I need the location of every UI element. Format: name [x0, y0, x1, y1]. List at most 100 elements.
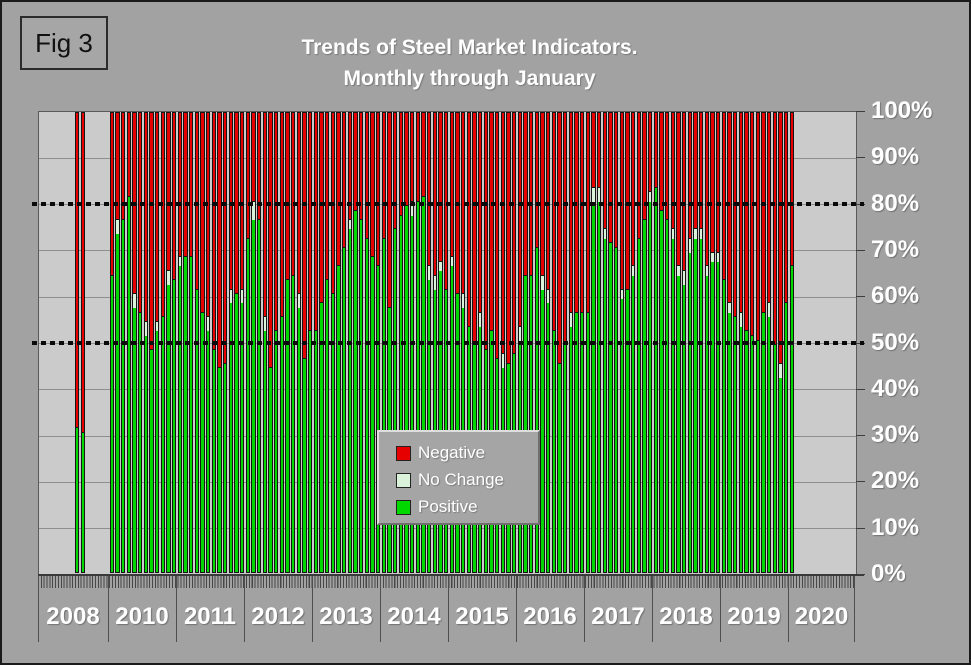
legend-swatch-no-change-icon [396, 472, 411, 488]
y-label-30: 30% [871, 421, 920, 449]
bar-segment-positive [450, 265, 454, 572]
bar-segment-no-change [207, 316, 210, 332]
bar-segment-positive [348, 228, 352, 572]
y-label-90: 90% [871, 143, 920, 171]
bar-segment-no-change [348, 219, 352, 230]
bar-segment-positive [75, 427, 79, 572]
bar-segment-no-change [683, 270, 686, 285]
bar-segment-positive [286, 279, 289, 572]
bar-segment-positive [314, 330, 318, 572]
bar-segment-no-change [620, 288, 624, 299]
bar-segment-no-change [178, 256, 182, 267]
bar-segment-positive [371, 256, 374, 572]
bar-segment-no-change [569, 311, 573, 327]
chart-title: Trends of Steel Market Indicators. Month… [2, 32, 937, 94]
legend-swatch-positive-icon [396, 499, 411, 515]
y-label-0: 0% [871, 560, 906, 587]
bar-segment-positive [717, 260, 720, 572]
y-label-100: 100% [871, 97, 933, 124]
bar-segment-positive [558, 362, 561, 572]
bar-segment-no-change [252, 200, 255, 221]
bar-segment-no-change [133, 293, 136, 309]
bar-segment-positive [337, 265, 340, 572]
bar-segment-positive [405, 205, 408, 572]
bar-segment-positive [156, 330, 159, 572]
bar-segment-positive [116, 233, 119, 572]
bar-segment-positive [139, 311, 142, 572]
bar-segment-positive [728, 311, 731, 572]
bar-segment-positive [688, 251, 692, 572]
y-tick-40 [856, 388, 865, 390]
bar-segment-no-change [739, 311, 743, 327]
bar-segment-positive [184, 256, 187, 572]
bar-segment-no-change [411, 200, 414, 216]
year-separator-4 [312, 576, 313, 642]
bar-segment-positive [694, 237, 697, 572]
bar-segment-positive [762, 311, 765, 572]
legend-label: Positive [418, 497, 478, 516]
bar-segment-positive [620, 297, 624, 572]
bar-segment-no-change [541, 274, 544, 290]
bar-segment-no-change [297, 293, 301, 309]
y-label-10: 10% [871, 513, 920, 541]
bar-segment-positive [779, 376, 782, 572]
figure-label-text: Fig 3 [35, 27, 93, 58]
bar-segment-positive [224, 362, 227, 572]
legend-label: Negative [418, 443, 486, 462]
y-tick-100 [856, 111, 865, 112]
bar-segment-positive [609, 242, 612, 572]
chart-title-line2: Monthly through January [343, 67, 596, 90]
year-separator-1 [108, 576, 109, 642]
y-tick-90 [856, 157, 865, 159]
bar-segment-positive [637, 237, 641, 572]
bar-segment-no-change [433, 274, 437, 290]
bar-segment-positive [309, 330, 312, 572]
bar-segment-positive [541, 288, 544, 572]
legend-item-no-change: No Change [396, 467, 538, 493]
bar-segment-no-change [779, 362, 782, 378]
bar-segment-positive [190, 256, 193, 572]
reference-line-50pct [32, 340, 864, 345]
x-label-2014: 2014 [387, 603, 441, 630]
bar-segment-positive [360, 219, 363, 572]
bar-segment-no-change [439, 260, 442, 272]
legend-swatch-negative-icon [396, 445, 411, 461]
bar-segment-positive [666, 219, 669, 572]
bar-segment-positive [603, 237, 607, 572]
x-label-2013: 2013 [319, 603, 373, 630]
bar-segment-no-change [450, 256, 454, 267]
bar-segment-positive [722, 279, 726, 572]
bar-segment-positive [416, 200, 420, 572]
chart-title-line1: Trends of Steel Market Indicators. [301, 36, 638, 59]
bar-segment-positive [751, 334, 754, 572]
bar-segment-positive [649, 200, 652, 572]
bar-segment-positive [524, 274, 527, 572]
y-tick-70 [856, 249, 865, 251]
bar-segment-positive [235, 293, 238, 572]
x-label-2016: 2016 [523, 603, 577, 630]
bar-segment-positive [365, 237, 369, 572]
bar-segment-positive [581, 311, 584, 572]
x-label-2015: 2015 [455, 603, 509, 630]
x-label-2020: 2020 [794, 603, 849, 630]
year-separator-9 [652, 576, 653, 642]
bar-segment-positive [252, 219, 255, 572]
x-axis-baseline [38, 574, 864, 576]
bar-segment-positive [382, 237, 386, 572]
bar-segment-positive [711, 260, 714, 572]
y-tick-20 [856, 481, 865, 483]
bar-segment-positive [552, 330, 556, 572]
year-separator-10 [720, 576, 721, 642]
bar-segment-positive [331, 293, 335, 572]
year-separator-8 [584, 576, 585, 642]
legend-label: No Change [418, 470, 505, 489]
x-label-2011: 2011 [183, 603, 237, 630]
bar-segment-no-change [671, 228, 675, 239]
bar-segment-no-change [598, 186, 601, 202]
bar-segment-positive [326, 279, 329, 572]
bar-segment-no-change [649, 191, 652, 202]
y-tick-30 [856, 435, 865, 437]
x-label-2012: 2012 [251, 603, 305, 630]
bar-segment-no-change [144, 321, 148, 336]
